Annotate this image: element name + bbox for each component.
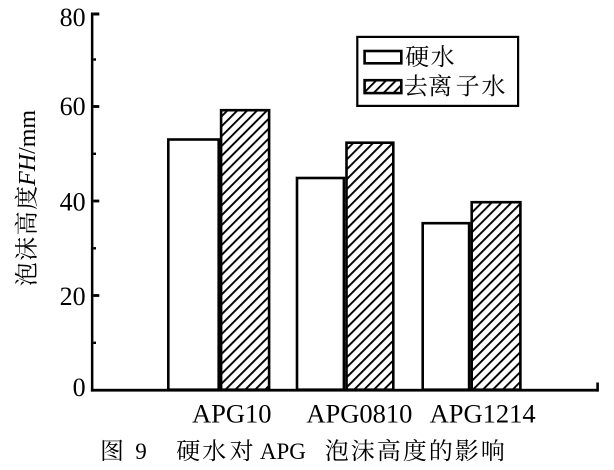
svg-text:60: 60 bbox=[60, 92, 86, 121]
svg-text:20: 20 bbox=[60, 282, 86, 311]
svg-text:FH/mm: FH/mm bbox=[15, 110, 41, 187]
svg-text:APG0810: APG0810 bbox=[306, 398, 412, 428]
svg-text:0: 0 bbox=[73, 373, 86, 402]
svg-text:APG: APG bbox=[260, 439, 306, 464]
svg-text:9: 9 bbox=[135, 439, 147, 464]
svg-text:80: 80 bbox=[60, 3, 86, 32]
svg-text:40: 40 bbox=[60, 187, 86, 216]
svg-text:APG1214: APG1214 bbox=[430, 398, 536, 428]
svg-text:APG10: APG10 bbox=[192, 398, 272, 428]
